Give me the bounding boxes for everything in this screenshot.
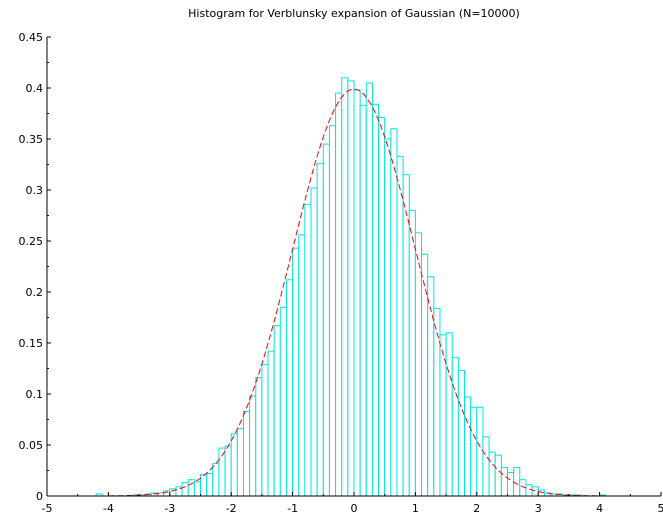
histogram-bar <box>414 232 423 497</box>
histogram-bar <box>279 306 287 497</box>
y-tick-label: 0.15 <box>19 337 44 350</box>
histogram-bar <box>482 436 490 497</box>
histogram-bar <box>396 155 404 497</box>
y-tick-label: 0.05 <box>19 439 44 452</box>
histogram-bar <box>445 332 453 497</box>
x-tick-label: -2 <box>226 502 237 515</box>
x-tick-label: 1 <box>412 502 419 515</box>
histogram-bar <box>249 395 257 497</box>
histogram-bar <box>476 406 484 497</box>
y-tick-label: 0.25 <box>19 235 44 248</box>
histogram-bar <box>224 445 232 497</box>
y-tick-label: 0.45 <box>19 31 44 44</box>
histogram-bar <box>206 473 214 497</box>
histogram-bar <box>353 89 361 497</box>
histogram-bar <box>421 253 429 497</box>
histogram-bar <box>212 462 220 497</box>
histogram-bar <box>359 104 367 497</box>
histogram-bar <box>230 433 238 497</box>
histogram-bar <box>285 279 294 497</box>
histogram-bar <box>304 203 312 497</box>
x-tick-label: -5 <box>42 502 53 515</box>
x-tick-label: -1 <box>287 502 298 515</box>
x-tick-label: 2 <box>473 502 480 515</box>
histogram-bar <box>310 187 318 497</box>
y-tick-label: 0.35 <box>19 133 44 146</box>
histogram-bar <box>328 125 337 497</box>
x-tick-label: 5 <box>658 502 663 515</box>
y-tick-label: 0.3 <box>26 184 44 197</box>
histogram-bars <box>95 77 607 497</box>
histogram-bar <box>439 334 447 497</box>
y-tick-label: 0.4 <box>26 82 44 95</box>
histogram-bar <box>470 406 478 497</box>
histogram-bar <box>488 451 496 497</box>
gaussian-pdf-curve <box>108 88 600 497</box>
y-tick-label: 0.2 <box>26 286 44 299</box>
histogram-bar <box>464 396 472 497</box>
histogram-bar <box>335 92 343 497</box>
x-tick-label: -3 <box>164 502 175 515</box>
histogram-bar <box>457 370 466 497</box>
y-tick-label: 0 <box>36 490 43 503</box>
histogram-bar <box>371 103 380 497</box>
histogram-bar <box>292 247 300 497</box>
histogram-bar <box>236 428 244 497</box>
histogram-bar <box>261 363 269 497</box>
histogram-bar <box>187 479 195 497</box>
y-tick-label: 0.1 <box>26 388 44 401</box>
y-axis-ticks: 0 0.05 0.1 0.15 0.2 0.25 0.3 0.35 0.4 0.45 <box>19 31 51 503</box>
histogram-bar <box>298 234 306 497</box>
histogram-bar <box>500 466 508 497</box>
histogram-bar <box>255 377 263 497</box>
histogram-bar <box>433 307 441 497</box>
histogram-bar <box>525 484 533 497</box>
gaussian-curve-layer <box>108 88 600 497</box>
x-tick-label: 4 <box>596 502 603 515</box>
histogram-bar <box>200 474 208 497</box>
histogram-bar <box>193 481 202 497</box>
histogram-bar <box>494 454 502 497</box>
histogram-bar <box>507 472 515 497</box>
histogram-bar <box>347 80 355 497</box>
histogram-bar <box>341 77 349 497</box>
histogram-bar <box>242 410 251 497</box>
histogram-bar <box>390 128 398 497</box>
histogram-bar <box>273 325 281 497</box>
x-tick-label: -4 <box>103 502 114 515</box>
histogram-bar <box>408 209 416 497</box>
chart-title: Histogram for Verblunsky expansion of Ga… <box>188 7 520 20</box>
histogram-bar <box>513 466 521 497</box>
histogram-bar <box>267 350 275 497</box>
histogram-bar <box>451 356 459 497</box>
x-tick-label: 3 <box>535 502 542 515</box>
histogram-bar <box>316 162 324 497</box>
histogram-bar <box>531 486 539 497</box>
x-tick-label: 0 <box>351 502 358 515</box>
histogram-bar <box>365 82 373 497</box>
histogram-bar <box>384 138 392 497</box>
x-axis-ticks: -5 -4 -3 -2 -1 0 1 2 3 4 5 <box>42 492 663 515</box>
histogram-bar <box>322 143 330 497</box>
histogram-bar <box>181 482 189 497</box>
histogram-bar <box>378 117 386 497</box>
